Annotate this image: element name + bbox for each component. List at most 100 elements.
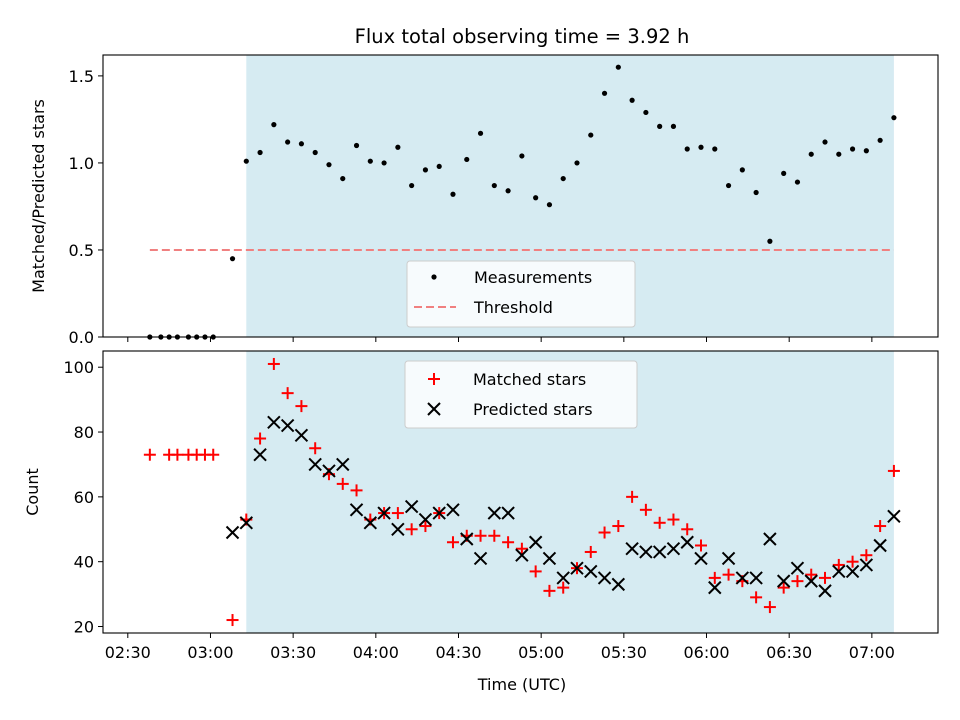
predicted-star-point <box>887 509 901 524</box>
matched-star-point <box>639 503 652 516</box>
predicted-star-point <box>832 564 846 579</box>
matched-star-point <box>474 529 487 542</box>
xtick-label: 07:00 <box>849 643 895 662</box>
predicted-star-point <box>280 418 295 433</box>
measurement-point <box>877 137 883 143</box>
x-axis-label: Time (UTC) <box>477 675 566 694</box>
measurement-point <box>477 130 484 136</box>
measurement-point <box>243 158 249 164</box>
matched-star-point <box>791 575 804 588</box>
measurement-point <box>395 144 401 150</box>
xtick-label: 03:30 <box>270 643 316 662</box>
bottom-legend: Matched stars Predicted stars <box>404 360 638 429</box>
measurement-point <box>546 202 553 208</box>
predicted-star-point <box>611 577 626 592</box>
matched-star-point <box>488 529 501 542</box>
legend-threshold-label: Threshold <box>473 298 553 317</box>
top-ytick-label: 0.5 <box>69 241 94 260</box>
bottom-panel: 20 40 60 80 100 02:30 03:00 03:30 04:00 04:30 05:… <box>23 350 939 694</box>
matched-star-point <box>681 523 694 536</box>
matched-star-point <box>805 568 818 581</box>
predicted-star-point <box>294 428 309 442</box>
predicted-star-point <box>391 522 405 536</box>
legend-measurements-marker <box>431 274 437 280</box>
matched-star-point <box>598 526 611 539</box>
measurement-point <box>574 160 580 166</box>
measurement-point <box>712 146 718 152</box>
predicted-star-point <box>473 551 488 566</box>
bottom-ytick-label: 60 <box>74 488 94 507</box>
matched-star-point <box>502 536 515 549</box>
top-axes-frame <box>102 54 939 338</box>
measurement-point <box>781 170 787 176</box>
bottom-ytick-label: 20 <box>74 618 94 637</box>
measurement-point <box>849 146 856 152</box>
matched-star-point <box>171 448 184 461</box>
bottom-ytick-label: 80 <box>74 423 94 442</box>
matched-star-point <box>874 520 887 533</box>
matched-star-point <box>832 558 845 571</box>
legend-measurements-label: Measurements <box>474 268 592 287</box>
matched-star-point <box>143 448 156 461</box>
top-panel: Flux total observing time = 3.92 h 0.0 0.… <box>29 25 939 347</box>
predicted-star-point <box>652 545 667 559</box>
predicted-star-point <box>680 535 694 549</box>
matched-star-point <box>336 477 349 490</box>
matched-star-point <box>419 520 432 533</box>
matched-star-point <box>226 614 239 627</box>
predicted-star-point <box>487 506 502 520</box>
predicted-star-point <box>625 542 639 556</box>
measurement-point <box>794 179 801 185</box>
predicted-star-point <box>515 548 529 562</box>
matched-star-point <box>653 516 666 529</box>
predicted-star-point <box>666 542 681 556</box>
top-ytick-label: 1.5 <box>69 67 94 86</box>
predicted-star-point <box>432 506 446 520</box>
measurement-point <box>257 149 263 156</box>
matched-star-point <box>860 549 873 562</box>
matched-star-point <box>207 448 220 461</box>
matched-star-point <box>626 490 639 503</box>
predicted-star-point <box>749 571 763 585</box>
predicted-star-point <box>694 551 708 566</box>
matched-star-point <box>391 507 404 520</box>
bottom-y-axis-label: Count <box>23 468 42 516</box>
measurement-point <box>312 149 318 156</box>
predicted-star-point <box>859 558 874 572</box>
predicted-star-point <box>225 525 240 540</box>
predicted-star-point <box>377 506 391 520</box>
chart-title: Flux total observing time = 3.92 h <box>355 25 690 48</box>
top-legend: Measurements Threshold <box>406 260 636 328</box>
measurement-point <box>367 158 373 164</box>
xtick-label: 05:30 <box>601 643 647 662</box>
measurement-point <box>670 123 677 129</box>
matched-star-point <box>446 536 459 549</box>
measurement-point <box>436 163 442 170</box>
matched-star-point <box>750 591 763 604</box>
predicted-star-point <box>763 532 777 546</box>
measurement-point <box>588 132 594 138</box>
matched-star-point <box>612 520 625 533</box>
bottom-axes-frame <box>102 350 939 634</box>
matched-star-point <box>708 571 721 584</box>
measurement-point <box>285 139 291 145</box>
predicted-star-point <box>363 516 378 530</box>
bottom-ytick-label: 100 <box>63 358 94 377</box>
measurement-point <box>698 144 704 150</box>
predicted-star-point <box>570 561 584 575</box>
matched-star-point <box>763 601 776 614</box>
measurement-point <box>464 156 470 163</box>
matched-star-point <box>295 400 308 413</box>
measurement-point <box>560 175 566 182</box>
predicted-star-point <box>528 535 543 549</box>
predicted-star-point <box>873 538 887 553</box>
predicted-star-point <box>239 516 254 530</box>
measurement-point <box>863 148 869 154</box>
measurement-point <box>767 238 773 244</box>
measurement-point <box>450 191 456 197</box>
predicted-star-point <box>349 503 364 517</box>
predicted-star-point <box>542 551 557 566</box>
matched-star-point <box>515 542 528 555</box>
measurement-point <box>271 122 277 128</box>
